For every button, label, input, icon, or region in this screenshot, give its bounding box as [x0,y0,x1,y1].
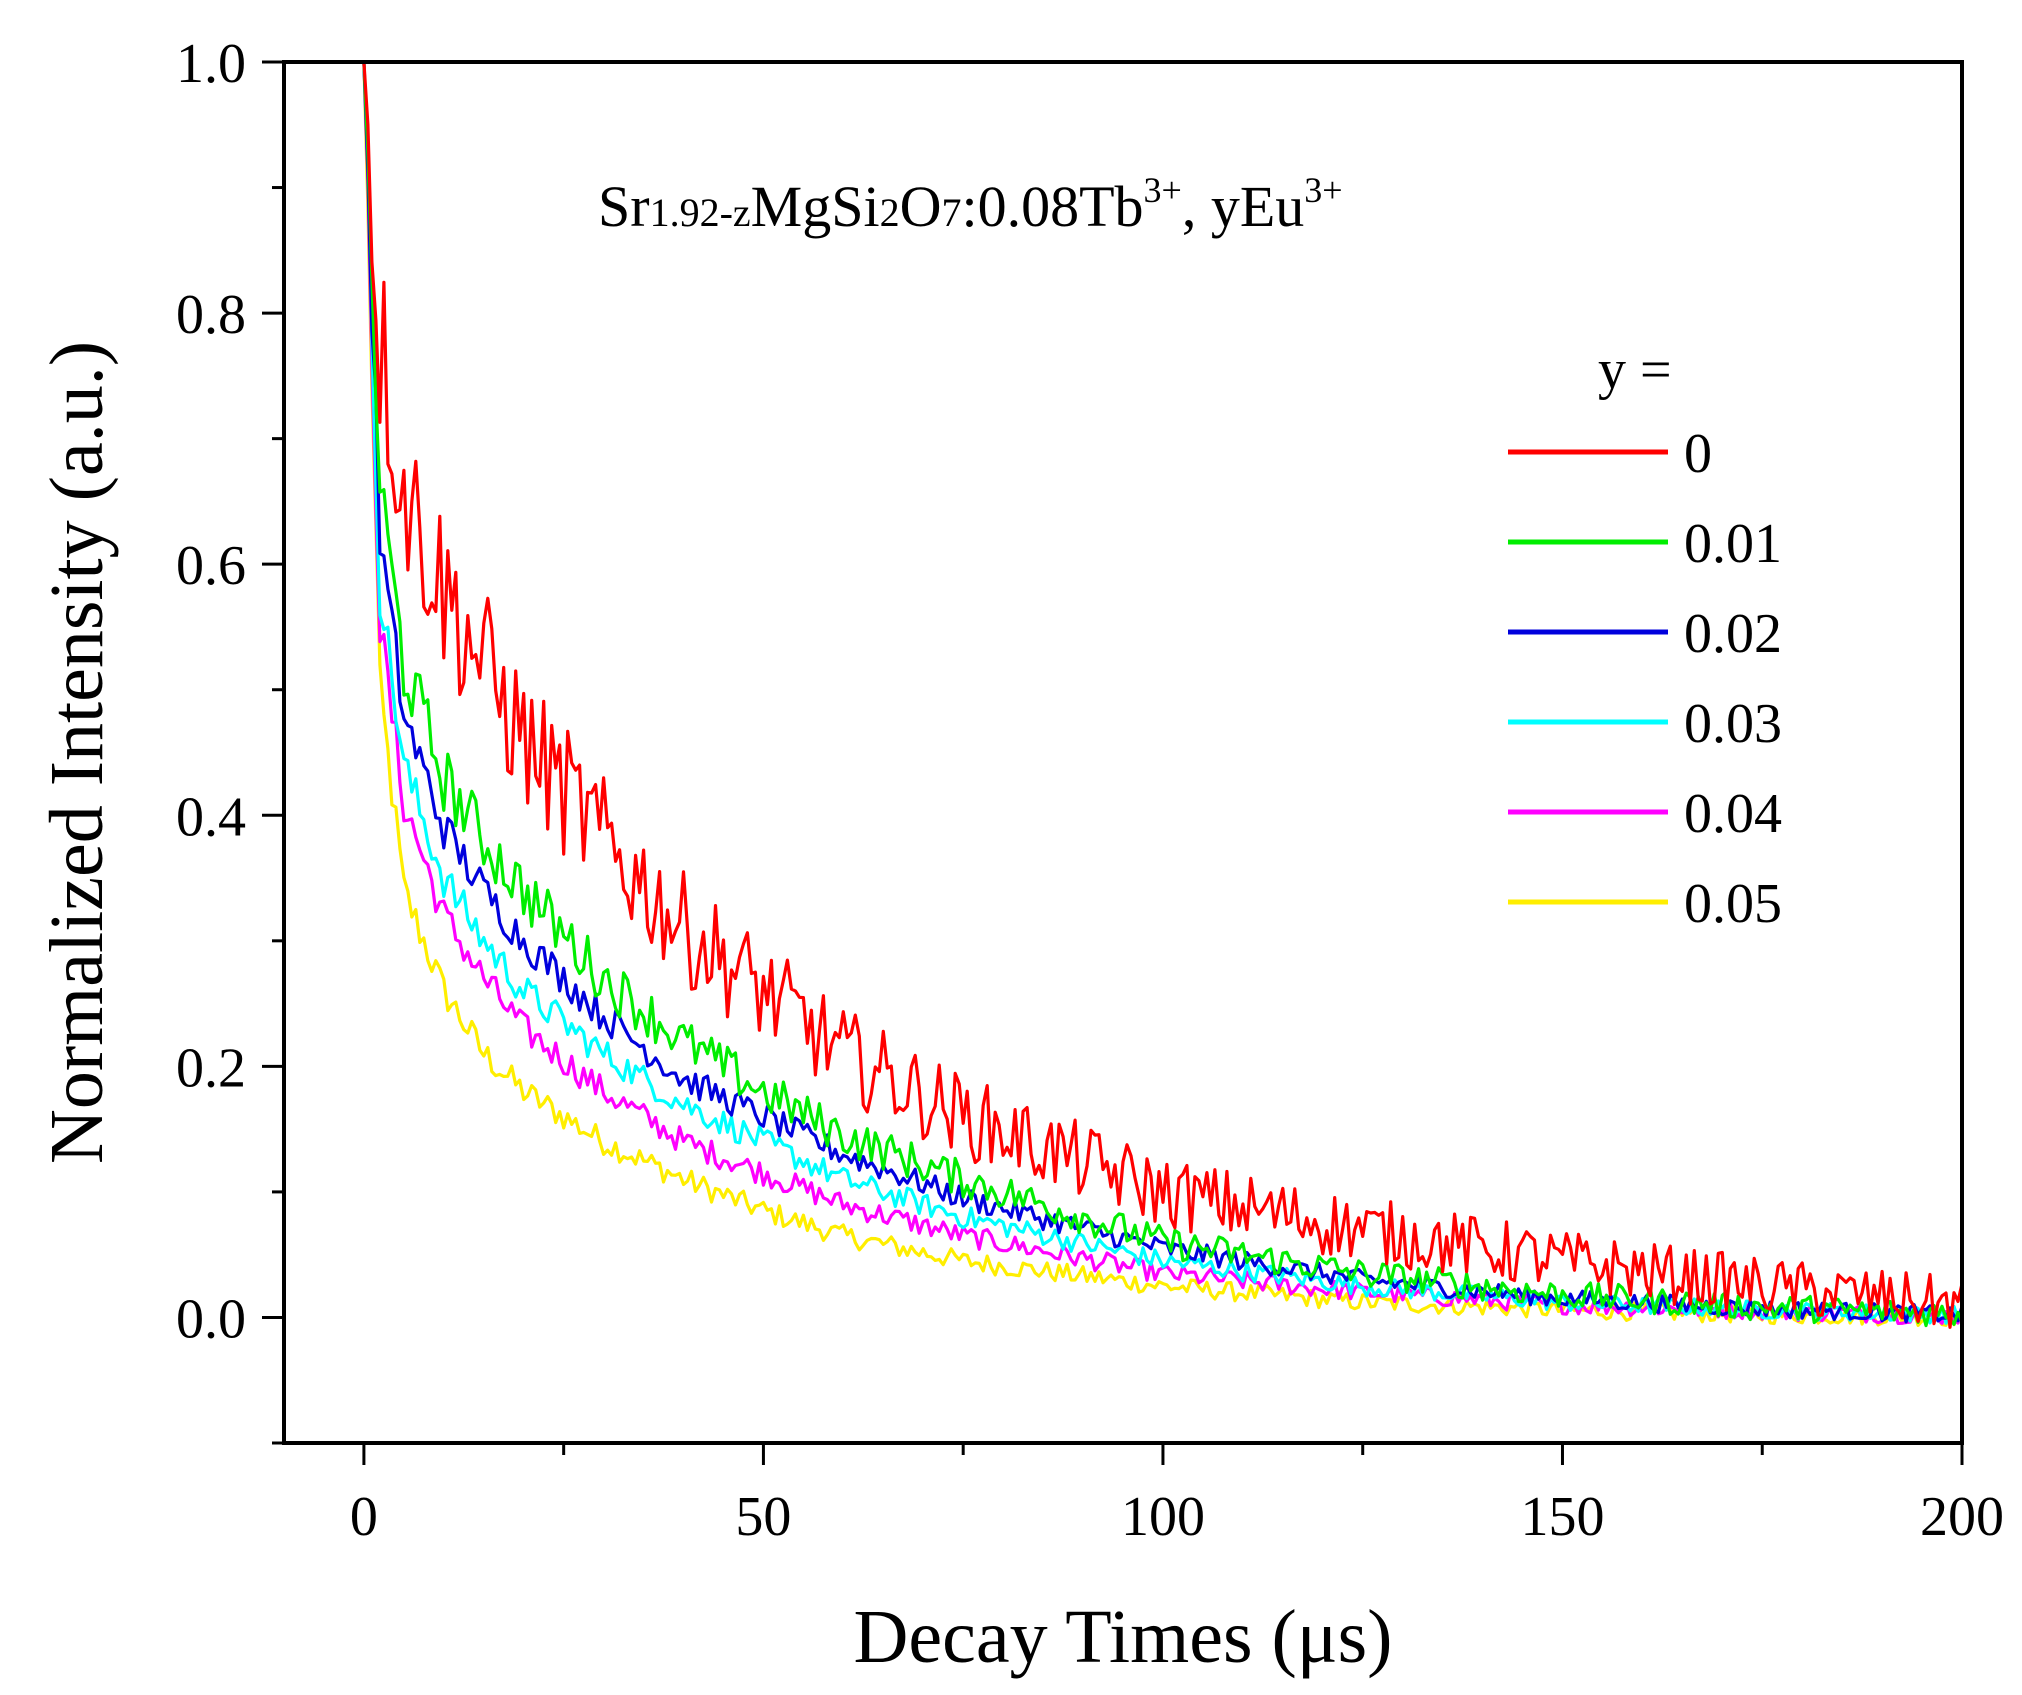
legend-label: 0.02 [1684,603,1782,665]
legend-label: 0.03 [1684,693,1782,755]
ticks-layer: 0 50 100 150 200 0.0 0.2 0.4 0.6 0.8 1.0 [176,33,2004,1548]
x-tick-label: 150 [1520,1486,1604,1548]
series-line-0.02 [362,61,1964,1324]
series-line-0.01 [362,61,1964,1328]
formula-part: O [900,174,942,239]
formula-sup: 3+ [1144,170,1182,210]
y-tick-label: 0.4 [176,786,246,848]
formula-sup: 3+ [1304,170,1342,210]
formula-sub: 1.92-z [650,190,751,235]
formula-part: , yEu [1182,174,1304,239]
legend-title: y = [1598,339,1672,401]
y-tick-label: 1.0 [176,33,246,95]
legend-label: 0.05 [1684,873,1782,935]
y-tick-label: 0.2 [176,1037,246,1099]
y-tick-label: 0.8 [176,284,246,346]
series-line-0 [362,61,1964,1329]
y-axis-title: Normalized Intensity (a.u.) [35,341,119,1164]
legend: y = 0 0.01 0.02 0.03 0.04 0.05 [1508,339,1782,935]
plot-frame [282,60,1964,1445]
x-axis-title: Decay Times (μs) [854,1595,1393,1679]
x-tick-label: 100 [1121,1486,1205,1548]
formula-annotation: Sr1.92-zMgSi2O7:0.08Tb3+, yEu3+ [598,170,1343,239]
formula-part: Sr [598,174,650,239]
series-layer [362,61,1964,1329]
formula-part: :0.08Tb [962,174,1144,239]
x-tick-label: 200 [1920,1486,2004,1548]
y-tick-label: 0.6 [176,535,246,597]
x-tick-label: 0 [350,1486,378,1548]
formula-sub: 7 [942,190,962,235]
x-tick-label: 50 [735,1486,791,1548]
legend-label: 0 [1684,423,1712,485]
formula-sub: 2 [880,190,900,235]
legend-label: 0.01 [1684,513,1782,575]
formula-part: MgSi [751,174,880,239]
y-tick-label: 0.0 [176,1288,246,1350]
legend-label: 0.04 [1684,783,1782,845]
